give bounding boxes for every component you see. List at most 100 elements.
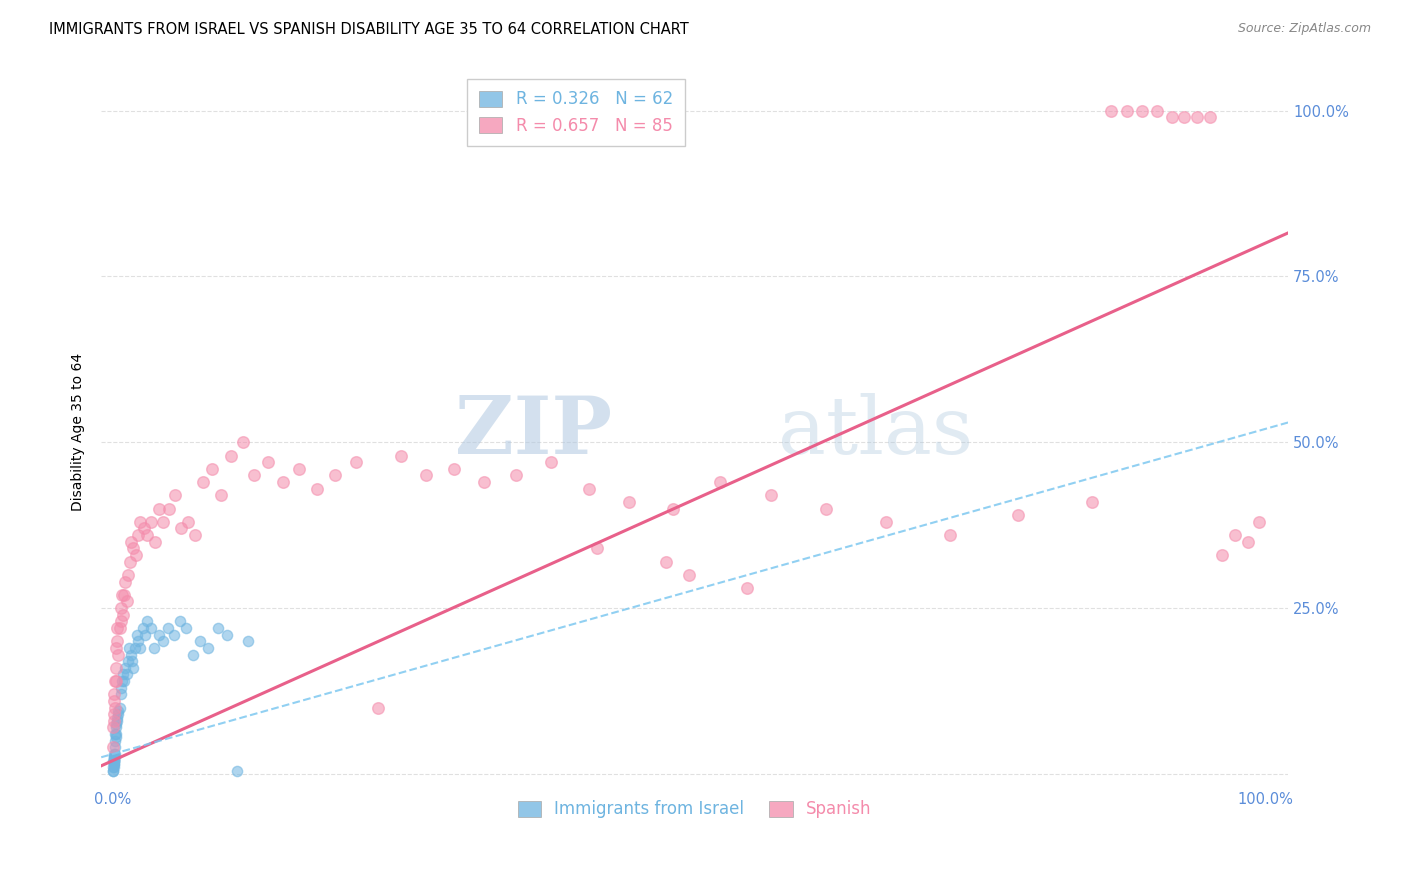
- Point: [117, 568, 139, 582]
- Point: [1185, 110, 1208, 124]
- Point: [107, 707, 129, 722]
- Point: [104, 727, 127, 741]
- Text: IMMIGRANTS FROM ISRAEL VS SPANISH DISABILITY AGE 35 TO 64 CORRELATION CHART: IMMIGRANTS FROM ISRAEL VS SPANISH DISABI…: [49, 22, 689, 37]
- Point: [129, 640, 152, 655]
- Point: [1146, 103, 1168, 118]
- Point: [103, 756, 125, 771]
- Point: [101, 754, 124, 768]
- Point: [117, 654, 139, 668]
- Point: [111, 588, 134, 602]
- Point: [215, 627, 238, 641]
- Text: Source: ZipAtlas.com: Source: ZipAtlas.com: [1237, 22, 1371, 36]
- Point: [103, 714, 125, 728]
- Point: [136, 615, 159, 629]
- Point: [197, 640, 219, 655]
- Point: [170, 521, 193, 535]
- Point: [169, 615, 191, 629]
- Point: [617, 495, 640, 509]
- Point: [105, 717, 128, 731]
- Point: [103, 760, 125, 774]
- Point: [103, 747, 125, 761]
- Point: [1211, 548, 1233, 562]
- Point: [132, 521, 155, 535]
- Point: [103, 721, 125, 735]
- Point: [1236, 534, 1258, 549]
- Point: [114, 661, 136, 675]
- Point: [115, 594, 138, 608]
- Point: [103, 754, 125, 768]
- Point: [103, 747, 125, 761]
- Point: [103, 756, 125, 771]
- Point: [243, 468, 266, 483]
- Point: [1081, 495, 1104, 509]
- Point: [105, 621, 128, 635]
- Point: [143, 640, 166, 655]
- Point: [112, 607, 135, 622]
- Point: [139, 515, 162, 529]
- Point: [111, 673, 134, 688]
- Point: [443, 462, 465, 476]
- Point: [735, 581, 758, 595]
- Point: [226, 764, 249, 778]
- Point: [163, 627, 186, 641]
- Point: [104, 673, 127, 688]
- Point: [415, 468, 437, 483]
- Point: [110, 601, 132, 615]
- Point: [152, 515, 174, 529]
- Point: [585, 541, 607, 556]
- Point: [103, 694, 125, 708]
- Point: [389, 449, 412, 463]
- Point: [104, 700, 127, 714]
- Point: [105, 714, 128, 728]
- Point: [157, 501, 180, 516]
- Point: [176, 621, 198, 635]
- Point: [305, 482, 328, 496]
- Point: [104, 750, 127, 764]
- Point: [107, 648, 129, 662]
- Point: [236, 634, 259, 648]
- Point: [124, 640, 146, 655]
- Point: [105, 710, 128, 724]
- Point: [121, 654, 143, 668]
- Y-axis label: Disability Age 35 to 64: Disability Age 35 to 64: [72, 353, 86, 511]
- Point: [367, 700, 389, 714]
- Point: [814, 501, 837, 516]
- Point: [110, 687, 132, 701]
- Point: [107, 704, 129, 718]
- Point: [114, 574, 136, 589]
- Point: [105, 721, 128, 735]
- Point: [148, 501, 170, 516]
- Point: [105, 634, 128, 648]
- Point: [257, 455, 280, 469]
- Point: [1249, 515, 1271, 529]
- Point: [191, 475, 214, 489]
- Point: [112, 673, 135, 688]
- Point: [101, 764, 124, 778]
- Point: [103, 754, 125, 768]
- Point: [104, 733, 127, 747]
- Point: [125, 548, 148, 562]
- Point: [112, 667, 135, 681]
- Point: [183, 528, 205, 542]
- Point: [127, 528, 149, 542]
- Point: [103, 750, 125, 764]
- Point: [505, 468, 527, 483]
- Point: [103, 707, 125, 722]
- Point: [939, 528, 962, 542]
- Text: atlas: atlas: [778, 393, 973, 471]
- Point: [125, 627, 148, 641]
- Point: [148, 627, 170, 641]
- Point: [875, 515, 897, 529]
- Point: [678, 568, 700, 582]
- Point: [323, 468, 346, 483]
- Point: [1115, 103, 1137, 118]
- Point: [105, 727, 128, 741]
- Point: [661, 501, 683, 516]
- Point: [105, 640, 128, 655]
- Point: [176, 515, 198, 529]
- Point: [108, 621, 131, 635]
- Point: [759, 488, 782, 502]
- Point: [127, 634, 149, 648]
- Point: [110, 681, 132, 695]
- Point: [288, 462, 311, 476]
